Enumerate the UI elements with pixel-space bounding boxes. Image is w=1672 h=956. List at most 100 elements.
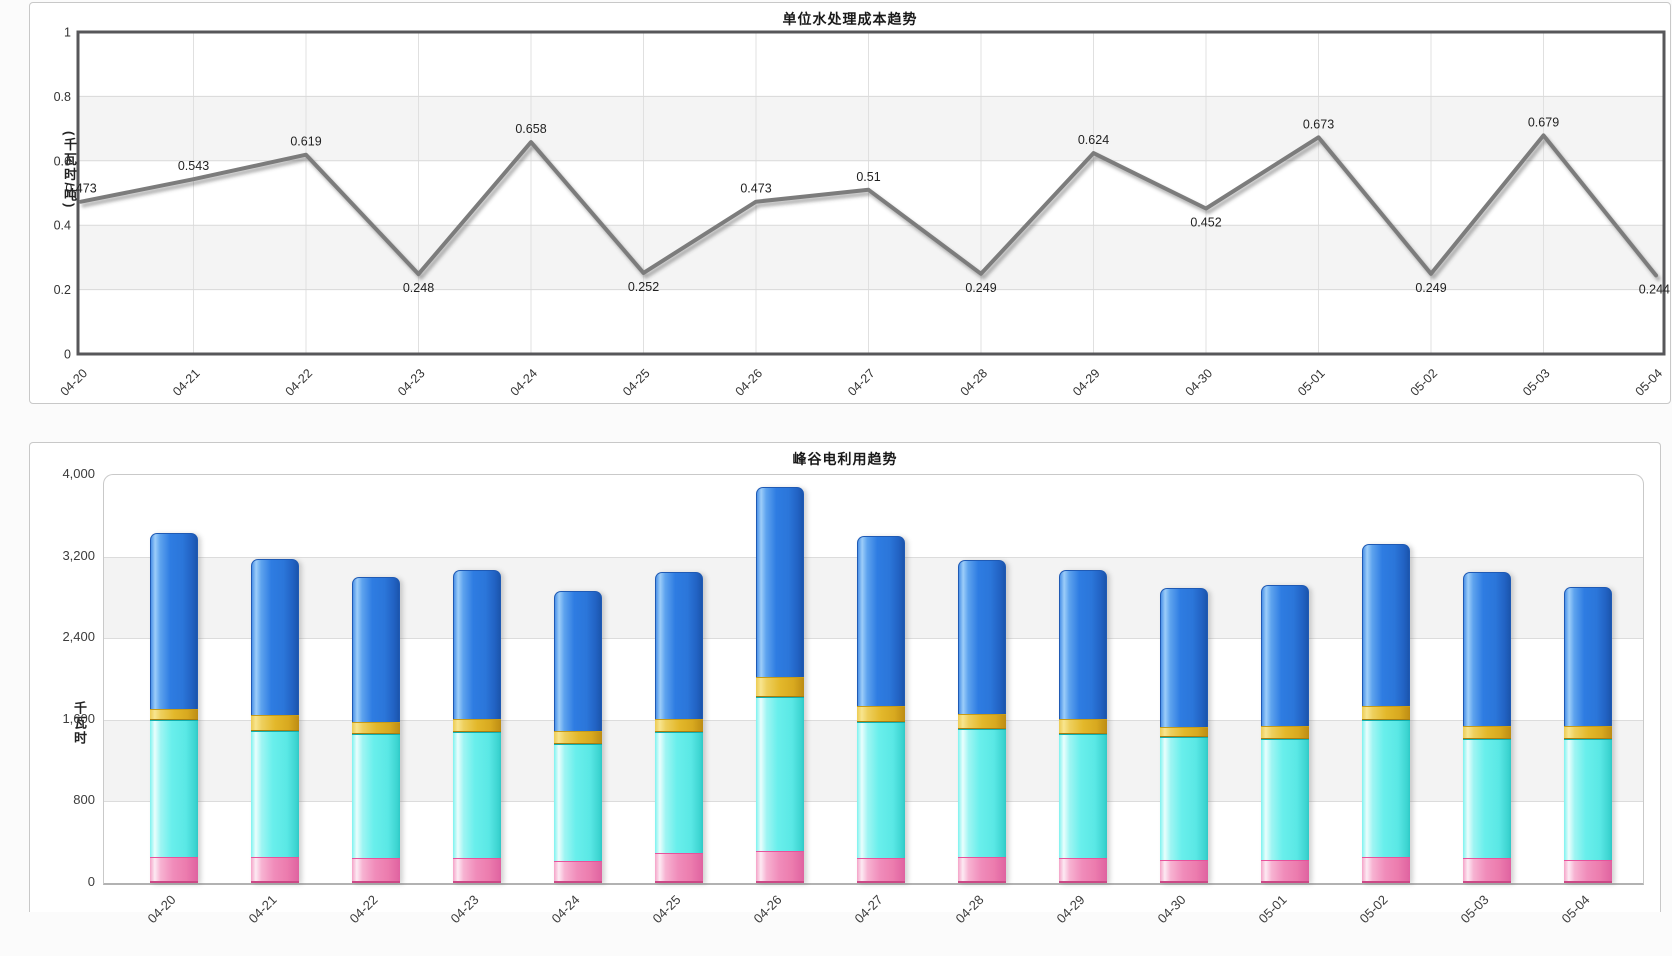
bar-segment-blue: [957, 559, 1006, 714]
y-tick-label: 3,200: [62, 547, 95, 563]
bar-segment-pink: [755, 851, 804, 883]
bar-segment-yellow: [856, 706, 905, 722]
x-tick-label: 05-03: [1520, 366, 1553, 399]
bar-segment-cyan: [452, 731, 501, 858]
x-tick-label: 04-29: [1070, 366, 1103, 399]
bar-04-27: [856, 535, 905, 883]
bar-segment-blue: [755, 486, 804, 678]
bar-05-02: [1361, 544, 1410, 883]
bar-segment-yellow: [1563, 725, 1612, 739]
bar-04-23: [452, 570, 501, 883]
bar-04-21: [250, 558, 299, 883]
bar-segment-pink: [1361, 856, 1410, 883]
x-tick-label: 04-30: [1183, 366, 1216, 399]
point-label: 0.473: [65, 182, 96, 196]
y-tick-label: 1,600: [62, 710, 95, 726]
point-label: 0.51: [856, 170, 880, 184]
bar-segment-blue: [856, 535, 905, 707]
x-tick-label: 04-26: [733, 366, 766, 399]
bar-04-22: [351, 576, 400, 883]
bar-05-03: [1462, 572, 1511, 883]
bar-segment-pink: [856, 858, 905, 883]
point-label: 0.452: [1190, 215, 1221, 229]
x-tick-label: 05-01: [1254, 892, 1290, 927]
bar-segment-yellow: [1361, 706, 1410, 720]
x-tick-label: 04-25: [648, 892, 684, 927]
bar-segment-cyan: [250, 730, 299, 857]
point-label: 0.619: [290, 135, 321, 149]
bar-segment-blue: [1058, 570, 1107, 719]
bar-segment-cyan: [1058, 733, 1107, 858]
line-chart-plot-area: 0.473 0.543 0.619 0.248 0.658 0.252 0.473 0.51 0…: [30, 3, 1670, 403]
unit-cost-trend-panel: 单位水处理成本趋势 (千瓦时/吨) 0.473 0.543 0.619 0.248 0.…: [29, 2, 1671, 404]
bar-segment-pink: [553, 861, 602, 883]
bar-chart-title: 峰谷电利用趋势: [792, 451, 898, 467]
bar-04-25: [654, 572, 703, 883]
x-tick-label: 04-22: [283, 366, 316, 399]
point-label: 0.249: [965, 281, 996, 295]
y-tick-label: 0.8: [54, 90, 71, 104]
bar-segment-pink: [654, 853, 703, 883]
x-tick-label: 04-24: [547, 892, 583, 927]
bar-segment-yellow: [1159, 727, 1208, 737]
x-tick-label: 04-28: [951, 892, 987, 927]
bar-segment-pink: [1159, 860, 1208, 883]
point-label: 0.543: [178, 159, 209, 173]
bar-04-30: [1159, 587, 1208, 883]
bar-segment-cyan: [755, 696, 804, 852]
dual-chart-dashboard: { "chart_data": [ { "type": "line", "tit…: [29, 2, 1671, 927]
bar-segment-pink: [1563, 860, 1612, 883]
bar-segment-blue: [654, 572, 703, 719]
bar-segment-pink: [452, 858, 501, 883]
bar-segment-yellow: [351, 721, 400, 734]
x-tick-label: 04-23: [446, 892, 482, 927]
x-tick-label: 04-27: [845, 366, 878, 399]
point-label: 0.679: [1528, 115, 1559, 129]
bar-05-04: [1563, 586, 1612, 883]
bar-segment-pink: [1462, 858, 1511, 883]
bar-segment-cyan: [553, 743, 602, 862]
y-tick-label: 2,400: [62, 629, 95, 645]
x-tick-label: 04-23: [395, 366, 428, 399]
trend-line: [79, 133, 1658, 278]
bar-segment-blue: [1462, 572, 1511, 726]
bar-segment-yellow: [1462, 725, 1511, 739]
y-tick-label: 0.4: [54, 219, 71, 233]
point-label: 0.673: [1303, 117, 1334, 131]
x-tick-label: 05-02: [1408, 366, 1441, 399]
bar-segment-blue: [1159, 587, 1208, 728]
y-tick-label: 1: [64, 26, 71, 40]
bar-segment-blue: [452, 570, 501, 719]
bar-segment-blue: [1361, 544, 1410, 707]
point-label: 0.249: [1415, 281, 1446, 295]
bar-04-24: [553, 591, 602, 883]
bar-segment-yellow: [755, 677, 804, 697]
line-chart-title: 单位水处理成本趋势: [782, 11, 918, 27]
x-tick-label: 04-21: [170, 366, 203, 399]
bar-04-29: [1058, 570, 1107, 883]
bar-plot-panel: [103, 474, 1644, 885]
point-label: 0.244: [1639, 282, 1670, 296]
bar-segment-cyan: [1462, 738, 1511, 858]
bar-segment-cyan: [351, 733, 400, 858]
bar-segment-pink: [351, 858, 400, 883]
x-tick-label: 04-20: [58, 366, 91, 399]
bar-segment-yellow: [1260, 725, 1309, 739]
y-tick-label: 0: [64, 348, 71, 362]
bar-04-26: [755, 486, 804, 883]
bar-segment-cyan: [1563, 738, 1612, 861]
bar-chart-y-axis-title: 千瓦时: [72, 701, 87, 746]
bar-segment-cyan: [1361, 719, 1410, 857]
bar-segment-cyan: [1260, 738, 1309, 861]
x-tick-label: 04-21: [244, 892, 280, 927]
x-tick-label: 04-25: [620, 366, 653, 399]
bar-segment-blue: [149, 532, 198, 710]
bar-segment-blue: [250, 558, 299, 715]
bar-segment-yellow: [1058, 718, 1107, 734]
bar-segment-yellow: [250, 714, 299, 731]
point-label: 0.473: [740, 182, 771, 196]
bar-segment-cyan: [654, 731, 703, 854]
bar-segment-pink: [149, 856, 198, 883]
plot-frame: [76, 30, 1666, 356]
point-label: 0.624: [1078, 133, 1109, 147]
